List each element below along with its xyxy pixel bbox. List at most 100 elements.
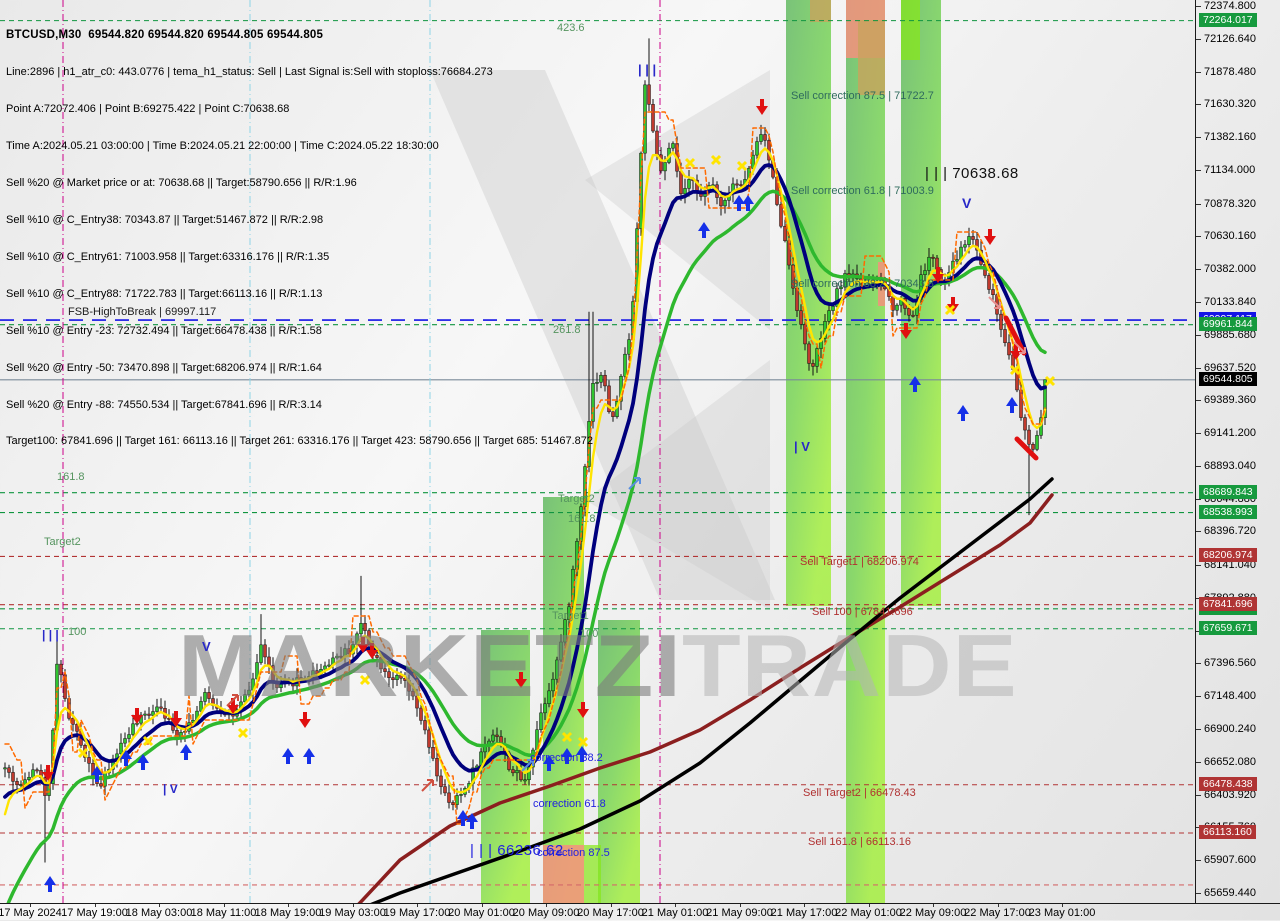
candle-up bbox=[563, 619, 567, 643]
price-tick-mark bbox=[1196, 696, 1201, 698]
candle-down bbox=[447, 792, 451, 803]
candle-up bbox=[543, 703, 547, 714]
candle-down bbox=[423, 720, 427, 731]
info-line: Time A:2024.05.21 03:00:00 | Time B:2024… bbox=[6, 140, 439, 153]
candle-down bbox=[375, 655, 379, 658]
candle-up bbox=[19, 784, 23, 786]
watermark-logo-shape bbox=[430, 70, 775, 600]
time-tick-mark bbox=[417, 904, 418, 907]
star-marker-icon bbox=[77, 747, 89, 759]
trailing-stop-line bbox=[4, 111, 1046, 825]
time-axis-label: 23 May 01:00 bbox=[1028, 907, 1096, 919]
price-tick-label: 66652.080 bbox=[1204, 755, 1256, 768]
candle-up bbox=[523, 779, 527, 782]
sell-arrow-icon bbox=[299, 719, 311, 728]
time-tick-mark bbox=[352, 904, 354, 907]
time-axis-label: 18 May 03:00 bbox=[125, 907, 193, 919]
price-tick-mark bbox=[1196, 301, 1201, 303]
time-tick-mark bbox=[94, 904, 96, 907]
price-tick-mark bbox=[1196, 433, 1201, 435]
buy-arrow-icon bbox=[282, 748, 294, 757]
buy-arrow-icon bbox=[961, 413, 965, 421]
buy-arrow-icon bbox=[957, 405, 969, 414]
price-callout-label: | | | 70638.68 bbox=[925, 165, 1019, 182]
buy-arrow-icon bbox=[44, 876, 56, 885]
price-tick-mark bbox=[1196, 827, 1201, 829]
price-tick-label: 70630.160 bbox=[1204, 230, 1256, 243]
price-badge: 68538.993 bbox=[1199, 504, 1257, 519]
candle-down bbox=[383, 668, 387, 672]
chart-annotation: 261.8 bbox=[553, 324, 581, 336]
sell-arrow-icon bbox=[904, 323, 908, 331]
chart-plot-area[interactable] bbox=[0, 0, 1196, 903]
wave-count-mark: V bbox=[962, 195, 972, 211]
candle-down bbox=[763, 134, 767, 141]
info-line: Line:2896 | h1_atr_c0: 443.0776 | tema_h… bbox=[6, 66, 493, 79]
sell-arrow-icon bbox=[131, 715, 143, 724]
ma-long-black bbox=[370, 477, 1054, 903]
candle-down bbox=[207, 692, 211, 699]
candle-down bbox=[71, 718, 75, 725]
candle-down bbox=[971, 236, 975, 240]
star-marker-icon bbox=[710, 154, 722, 166]
sell-arrow-icon bbox=[900, 330, 912, 339]
candle-down bbox=[439, 775, 443, 787]
wave-count-mark: | | | bbox=[42, 628, 59, 642]
buy-arrow-icon bbox=[1010, 405, 1014, 413]
hollow-arrow-icon bbox=[421, 779, 434, 792]
price-tick-label: 71630.320 bbox=[1204, 98, 1256, 111]
price-badge: 67841.696 bbox=[1199, 596, 1257, 611]
candle-up bbox=[1043, 379, 1047, 418]
price-badge: 68206.974 bbox=[1199, 548, 1257, 563]
star-marker-icon bbox=[359, 674, 371, 686]
candle-up bbox=[759, 134, 763, 142]
price-axis[interactable]: 72374.800 72126.640 71878.480 71630.320 7138… bbox=[1195, 0, 1280, 903]
sell-arrow-icon bbox=[357, 644, 369, 653]
candle-down bbox=[35, 769, 39, 772]
candle-up bbox=[683, 188, 687, 195]
price-badge: 66478.438 bbox=[1199, 776, 1257, 791]
chart-annotation: correction 61.8 bbox=[533, 798, 606, 810]
price-tick-mark bbox=[1196, 367, 1201, 369]
price-tick-mark bbox=[1196, 38, 1201, 40]
time-axis-label: 18 May 11:00 bbox=[190, 907, 257, 919]
time-tick-mark bbox=[868, 904, 870, 907]
candle-up bbox=[723, 200, 727, 207]
time-tick-mark bbox=[546, 904, 547, 907]
candle-up bbox=[119, 742, 123, 755]
time-axis-label: 20 May 01:00 bbox=[448, 907, 515, 919]
time-axis-label: 21 May 17:00 bbox=[770, 907, 838, 919]
price-tick-label: 71878.480 bbox=[1204, 65, 1256, 78]
buy-arrow-icon bbox=[702, 230, 706, 238]
candle-down bbox=[999, 313, 1003, 330]
candle-up bbox=[243, 694, 247, 703]
price-tick-mark bbox=[1196, 892, 1201, 894]
buy-arrow-icon bbox=[547, 763, 551, 771]
sell-arrow-icon bbox=[951, 297, 955, 305]
candle-up bbox=[755, 141, 759, 156]
price-tick-mark bbox=[1196, 269, 1201, 271]
candle-down bbox=[387, 671, 391, 678]
candle-down bbox=[431, 747, 435, 759]
candle-up bbox=[555, 659, 559, 680]
candle-up bbox=[203, 692, 207, 702]
candle-up bbox=[663, 162, 667, 172]
candle-down bbox=[975, 239, 979, 251]
time-tick-mark bbox=[159, 904, 160, 907]
candle-up bbox=[591, 383, 595, 422]
time-axis[interactable]: 17 May 2024 17 May 19:00 18 May 03:00 18 Ma… bbox=[0, 903, 1280, 921]
candle-down bbox=[795, 287, 799, 311]
candle-up bbox=[559, 641, 563, 661]
time-axis-label: 20 May 09:00 bbox=[512, 907, 580, 919]
price-tick-mark bbox=[1196, 729, 1201, 731]
candle-up bbox=[395, 675, 399, 680]
candle-up bbox=[923, 270, 927, 275]
price-tick-label: 71382.160 bbox=[1204, 131, 1256, 144]
price-tick-label: 67148.400 bbox=[1204, 690, 1256, 703]
wave-count-mark: V bbox=[202, 639, 211, 654]
ma-slow-green bbox=[6, 189, 1047, 903]
info-line: Sell %10 @ Entry -23: 72732.494 || Targe… bbox=[6, 324, 322, 337]
buy-arrow-icon bbox=[576, 746, 588, 755]
sell-arrow-icon bbox=[42, 772, 54, 781]
candle-up bbox=[27, 777, 31, 780]
